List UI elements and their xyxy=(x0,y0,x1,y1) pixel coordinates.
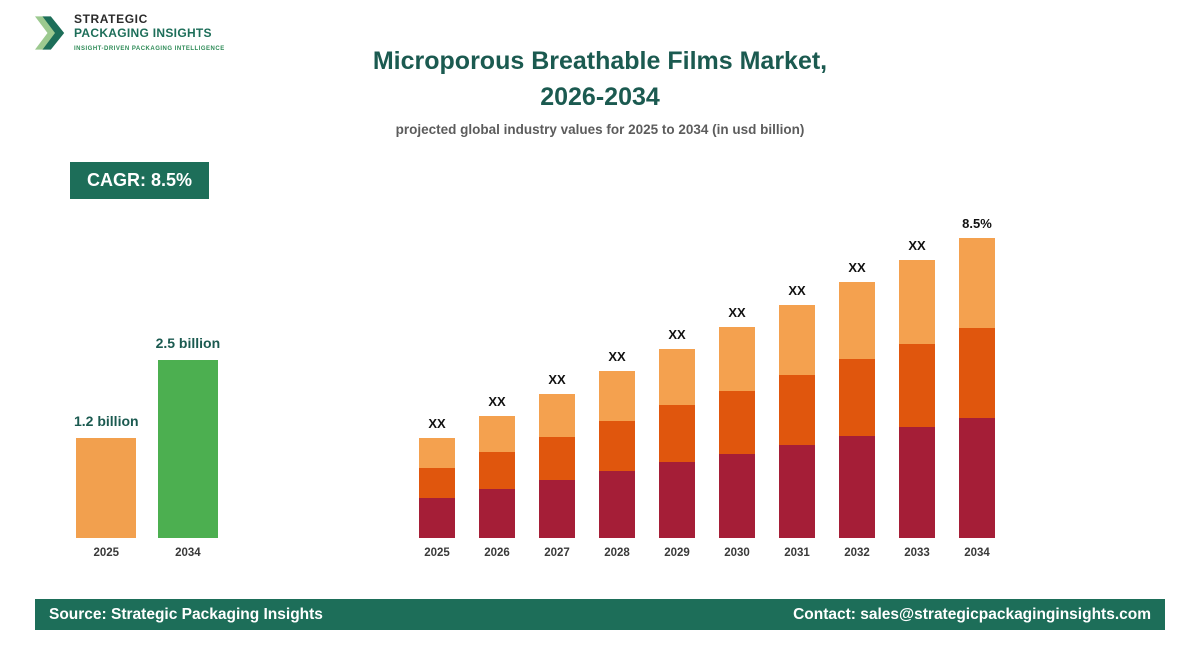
page-title: Microporous Breathable Films Market, 2026… xyxy=(280,44,920,115)
bar-segment-bottom-2032 xyxy=(839,436,875,538)
bar-segment-middle-2030 xyxy=(719,391,755,454)
bar-segment-top-2025 xyxy=(419,438,455,468)
snapshot-bar-2034 xyxy=(157,360,218,538)
stacked-bar-2034 xyxy=(959,238,995,538)
projection-bar-group-2029: XX 2029 xyxy=(659,327,695,560)
bar-segment-top-2028 xyxy=(599,371,635,421)
projection-year-label-2031: 2031 xyxy=(784,547,810,559)
stacked-bar-2026 xyxy=(479,416,515,538)
projection-bar-group-2030: XX 2030 xyxy=(719,305,755,560)
stacked-bar-2033 xyxy=(899,260,935,538)
bar-segment-middle-2033 xyxy=(899,344,935,427)
bar-segment-top-2032 xyxy=(839,282,875,359)
projection-bar-group-2031: XX 2031 xyxy=(779,283,815,560)
bar-segment-bottom-2026 xyxy=(479,489,515,538)
page-subtitle: projected global industry values for 202… xyxy=(395,122,805,137)
bar-value-label-2028: XX xyxy=(608,349,626,364)
snapshot-value-label-2025: 1.2 billion xyxy=(74,413,139,429)
bar-segment-bottom-2027 xyxy=(539,480,575,538)
projection-year-label-2027: 2027 xyxy=(544,547,570,559)
bar-segment-bottom-2031 xyxy=(779,445,815,538)
bar-segment-middle-2031 xyxy=(779,375,815,445)
snapshot-value-label-2034: 2.5 billion xyxy=(155,335,221,351)
bar-segment-middle-2029 xyxy=(659,405,695,462)
bar-segment-top-2034 xyxy=(959,238,995,328)
bar-segment-middle-2027 xyxy=(539,437,575,480)
projection-year-label-2032: 2032 xyxy=(844,547,870,559)
bar-segment-middle-2025 xyxy=(419,468,455,498)
projection-bar-group-2028: XX 2028 xyxy=(599,349,635,560)
snapshot-bar-2025 xyxy=(76,438,137,538)
logo-tagline: INSIGHT-DRIVEN PACKAGING INTELLIGENCE xyxy=(74,45,225,52)
bar-value-label-2030: XX xyxy=(728,305,746,320)
stacked-bar-2027 xyxy=(539,394,575,538)
bar-value-label-2032: XX xyxy=(848,260,866,275)
footer-source: Source: Strategic Packaging Insights xyxy=(49,605,323,623)
header: Microporous Breathable Films Market, 2026… xyxy=(280,44,920,137)
stacked-bar-2030 xyxy=(719,327,755,538)
projection-year-label-2033: 2033 xyxy=(904,547,930,559)
projection-year-label-2028: 2028 xyxy=(604,547,630,559)
logo: STRATEGIC PACKAGING INSIGHTS INSIGHT-DRI… xyxy=(35,12,225,54)
projection-bar-group-2027: XX 2027 xyxy=(539,372,575,560)
projection-year-label-2030: 2030 xyxy=(724,547,750,559)
bar-segment-middle-2032 xyxy=(839,359,875,436)
logo-chevron-icon xyxy=(35,16,65,50)
page-title-line2: 2026-2034 xyxy=(540,82,660,111)
snapshot-bar-group-2034: 2.5 billion 2034 xyxy=(156,335,221,560)
bar-value-label-2025: XX xyxy=(428,416,446,431)
bar-segment-top-2031 xyxy=(779,305,815,375)
bar-value-label-2034: 8.5% xyxy=(962,216,992,231)
bar-segment-middle-2026 xyxy=(479,452,515,489)
snapshot-bar-group-2025: 1.2 billion 2025 xyxy=(74,413,139,560)
bar-value-label-2029: XX xyxy=(668,327,686,342)
bar-segment-top-2033 xyxy=(899,260,935,344)
bar-segment-top-2030 xyxy=(719,327,755,391)
stacked-bar-2032 xyxy=(839,282,875,538)
bar-segment-top-2027 xyxy=(539,394,575,437)
projection-year-label-2025: 2025 xyxy=(424,547,450,559)
bar-value-label-2031: XX xyxy=(788,283,806,298)
snapshot-year-label-2034: 2034 xyxy=(175,547,201,559)
bar-segment-bottom-2025 xyxy=(419,498,455,538)
logo-name-line2: PACKAGING INSIGHTS xyxy=(74,26,212,41)
bar-value-label-2026: XX xyxy=(488,394,506,409)
snapshot-chart: 1.2 billion 2025 2.5 billion 2034 xyxy=(74,335,220,560)
stacked-bar-2025 xyxy=(419,438,455,538)
projection-bar-group-2025: XX 2025 xyxy=(419,416,455,560)
bar-segment-top-2029 xyxy=(659,349,695,405)
stacked-bar-2029 xyxy=(659,349,695,538)
projection-year-label-2029: 2029 xyxy=(664,547,690,559)
bar-segment-bottom-2028 xyxy=(599,471,635,538)
bar-segment-bottom-2034 xyxy=(959,418,995,538)
bar-segment-bottom-2033 xyxy=(899,427,935,538)
cagr-badge: CAGR: 8.5% xyxy=(70,162,210,199)
bar-value-label-2027: XX xyxy=(548,372,566,387)
bar-segment-top-2026 xyxy=(479,416,515,452)
projection-bar-group-2034: 8.5% 2034 xyxy=(959,216,995,560)
bar-segment-bottom-2030 xyxy=(719,454,755,538)
projection-year-label-2026: 2026 xyxy=(484,547,510,559)
logo-name-line1: STRATEGIC xyxy=(74,12,148,26)
bar-segment-middle-2034 xyxy=(959,328,995,418)
footer-contact: Contact: sales@strategicpackaginginsight… xyxy=(793,605,1151,623)
stacked-bar-2031 xyxy=(779,305,815,538)
stacked-bar-2028 xyxy=(599,371,635,538)
snapshot-year-label-2025: 2025 xyxy=(93,547,120,559)
bar-segment-middle-2028 xyxy=(599,421,635,471)
projection-bar-group-2032: XX 2032 xyxy=(839,260,875,560)
bar-value-label-2033: XX xyxy=(908,238,926,253)
footer-bar: Source: Strategic Packaging Insights Con… xyxy=(35,599,1165,630)
projection-bar-group-2033: XX 2033 xyxy=(899,238,935,560)
projection-year-label-2034: 2034 xyxy=(964,547,990,559)
page-title-line1: Microporous Breathable Films Market, xyxy=(372,47,828,75)
projection-bar-group-2026: XX 2026 xyxy=(479,394,515,560)
projection-chart: XX 2025 XX 2026 XX 2027 XX 2028 XX 2029 XX 2030 XX 20… xyxy=(419,216,995,560)
logo-text: STRATEGIC PACKAGING INSIGHTS INSIGHT-DRI… xyxy=(74,12,225,52)
bar-segment-bottom-2029 xyxy=(659,462,695,538)
